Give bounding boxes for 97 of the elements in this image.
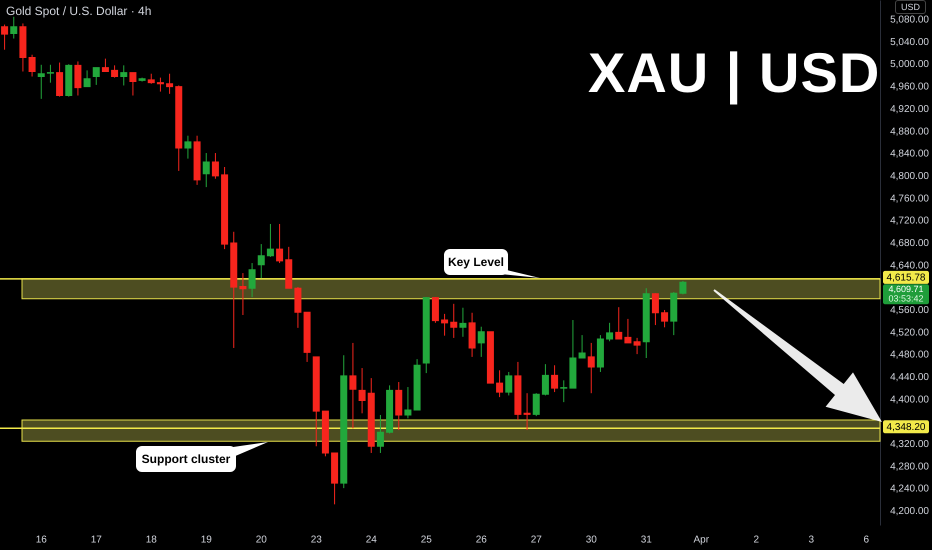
candlestick [10, 16, 18, 40]
y-tick-label: 4,720.00 [890, 216, 930, 227]
candlestick [1, 24, 8, 50]
y-tick-label: 4,320.00 [890, 439, 930, 450]
candlestick [92, 67, 100, 86]
candlestick [111, 64, 118, 78]
candlestick [634, 337, 641, 355]
candlestick [524, 392, 531, 431]
candlestick [166, 73, 174, 94]
x-tick-label: 19 [200, 534, 212, 546]
candlestick [578, 334, 586, 359]
candlestick [679, 280, 686, 295]
candlestick [606, 322, 614, 342]
y-tick-label: 4,800.00 [890, 170, 930, 182]
candlestick [376, 414, 384, 454]
candlestick [404, 386, 412, 419]
text: 03:53:42 [888, 294, 924, 304]
x-tick-label: 3 [808, 534, 814, 546]
candlestick [496, 370, 504, 398]
candlestick [212, 152, 219, 180]
candlestick [432, 296, 439, 324]
candlestick [624, 318, 632, 344]
x-tick-label: 6 [863, 534, 870, 546]
ref-line-label: 4,615.78 [886, 272, 926, 284]
candlestick [148, 73, 155, 84]
x-tick-label: 18 [146, 534, 158, 546]
candlestick [56, 62, 64, 98]
candlestick [102, 58, 109, 72]
y-tick-label: 5,040.00 [890, 36, 930, 48]
candlestick [478, 326, 485, 358]
candlestick [84, 70, 91, 88]
text: 4,609.71 [888, 284, 924, 294]
x-tick-label: 31 [640, 534, 652, 546]
candlestick [349, 342, 356, 429]
y-tick-label: 4,960.00 [890, 82, 930, 93]
y-axis-title: USD [895, 0, 926, 14]
candlestick [532, 392, 540, 417]
candlestick [459, 307, 466, 338]
candlestick [258, 244, 265, 279]
candlestick [560, 380, 568, 403]
y-tick-label: 4,680.00 [890, 238, 930, 249]
candlestick [652, 292, 659, 326]
y-tick-label: 4,280.00 [890, 461, 930, 472]
candlestick [358, 368, 366, 414]
x-tick-label: 26 [476, 534, 488, 546]
candlestick [184, 135, 192, 160]
y-tick-label: 4,880.00 [890, 126, 930, 138]
y-tick-label: 5,080.00 [890, 14, 930, 26]
band-label: Key Level [448, 255, 504, 269]
candlestick [542, 364, 549, 396]
x-tick-label: 20 [256, 534, 268, 546]
candlestick [129, 72, 136, 96]
candlestick [450, 303, 458, 338]
candlestick [46, 64, 54, 84]
x-tick-label: 2 [753, 534, 760, 546]
y-tick-label: 4,520.00 [890, 327, 930, 338]
y-tick-label: 4,840.00 [890, 148, 930, 160]
candlestick [248, 262, 256, 298]
x-tick-label: 23 [310, 534, 322, 546]
x-tick-label: 24 [366, 534, 378, 546]
ref-line-label: 4,348.20 [886, 422, 926, 433]
candlestick [239, 272, 246, 316]
x-tick-label: 16 [36, 534, 48, 546]
x-tick-label: 30 [586, 534, 598, 546]
candlestick [551, 364, 558, 393]
candlestick [28, 54, 36, 78]
y-tick-label: 4,920.00 [890, 104, 930, 115]
y-tick-label: 4,240.00 [890, 484, 930, 495]
y-tick-label: 4,200.00 [890, 506, 930, 518]
x-tick-label: 17 [90, 534, 102, 546]
candlestick [156, 77, 164, 92]
x-tick-label: 27 [530, 534, 542, 546]
candlestick [588, 342, 595, 394]
callout: Support cluster [136, 442, 268, 472]
candlestick [74, 60, 82, 96]
y-tick-label: 4,560.00 [890, 304, 930, 316]
callout: Key Level [444, 249, 540, 278]
y-tick-label: 5,000.00 [890, 59, 930, 70]
candlestick [120, 64, 128, 86]
y-tick-label: 4,640.00 [890, 260, 930, 272]
candlestick [266, 223, 274, 258]
x-tick-label: 25 [420, 534, 432, 546]
candlestick [505, 371, 512, 396]
y-tick-label: 4,760.00 [890, 193, 930, 204]
band-label: Support cluster [142, 452, 231, 466]
y-tick-label: 4,440.00 [890, 372, 930, 383]
candlestick [202, 152, 210, 188]
y-tick-label: 4,400.00 [890, 394, 930, 406]
x-tick-label: Apr [693, 534, 710, 546]
text: XAU | USD [588, 40, 880, 105]
candlestick [615, 306, 622, 340]
y-tick-label: 4,480.00 [890, 350, 930, 361]
candlestick [38, 64, 45, 100]
candlestick [276, 223, 284, 264]
chart-subtitle: Gold Spot / U.S. Dollar · 4h [6, 4, 152, 18]
candlestick [661, 309, 668, 328]
candlestick [441, 313, 448, 336]
